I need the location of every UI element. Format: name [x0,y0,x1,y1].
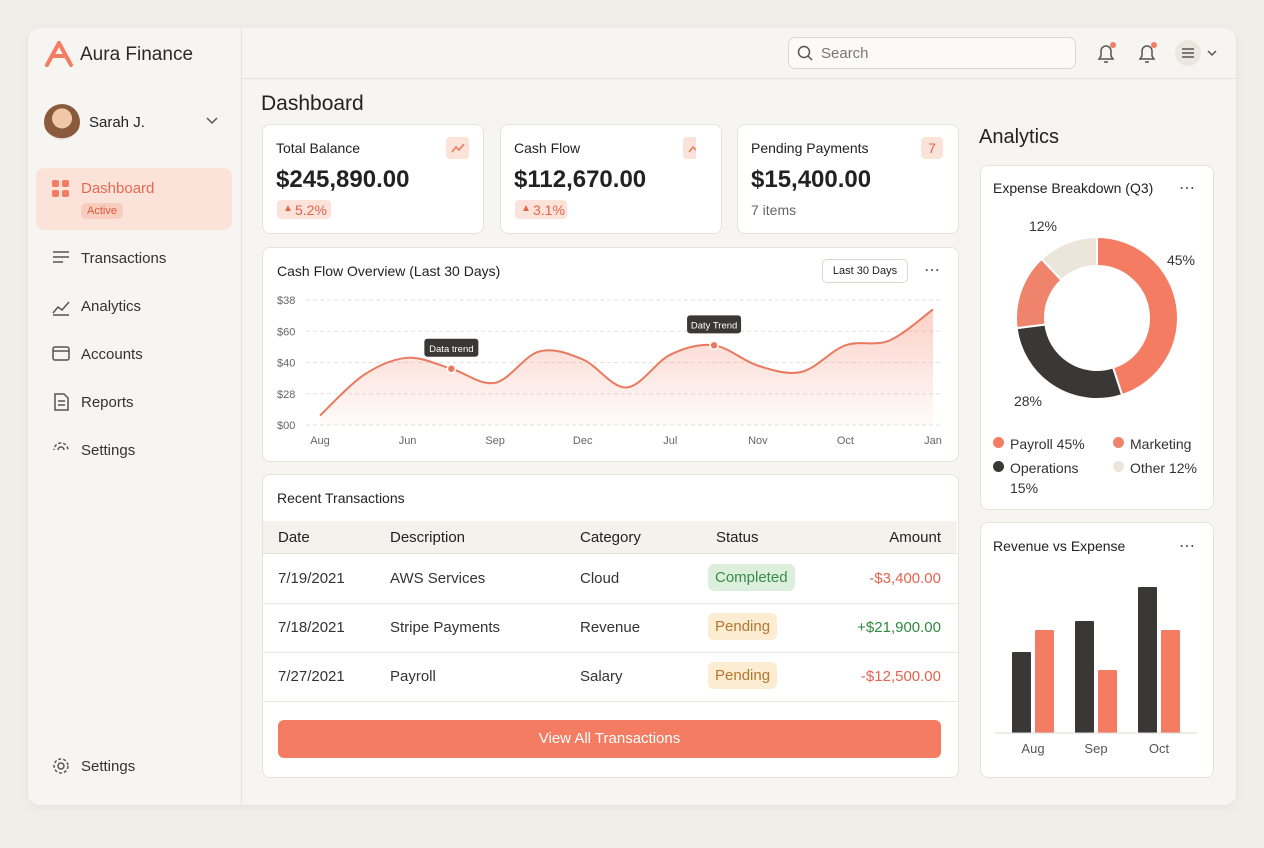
nav-item[interactable]: Transactions [81,250,167,267]
logo [45,41,73,67]
card-value: $245,890.00 [276,166,410,193]
card-title: Pending Payments [751,140,869,156]
cell-date: 7/19/2021 [278,570,345,587]
legend-label: Other 12% [1130,460,1197,476]
up-arrow: ▲ [283,203,293,214]
table-title: Recent Transactions [277,490,405,506]
chevron[interactable] [206,117,218,125]
card-badge: 7 [921,137,943,159]
nav-icons [52,251,70,450]
nav-icon [52,180,69,197]
settings-icon [53,758,69,774]
view-all-button[interactable]: View All Transactions [278,720,941,758]
topbar-border [241,78,1236,79]
cell-description: Stripe Payments [390,619,501,636]
cell-date: 7/27/2021 [278,668,345,685]
card-change: 5.2% [295,202,327,218]
cell-amount: -$12,500.00 [860,668,941,685]
nav-item[interactable]: Settings [81,442,136,459]
chart-title: Revenue vs Expense [993,538,1126,554]
column-header: Date [278,529,310,546]
legend-dot [993,461,1004,472]
cell-status: Completed [708,564,795,591]
nav-item[interactable]: Reports [81,394,134,411]
table-row: 7/18/2021 Stripe Payments Revenue Pending +$… [262,603,958,653]
legend-label: Marketing [1130,436,1192,452]
card-note: 7 items [751,202,797,218]
nav-item[interactable]: Dashboard [81,180,155,197]
legend-dot [1113,437,1124,448]
legend-dot [1113,461,1124,472]
cell-description: Payroll [390,668,436,685]
page-title: Dashboard [261,92,364,115]
table-row: 7/19/2021 AWS Services Cloud Completed -$3,4… [262,554,958,604]
change-pill [277,200,331,219]
range-button[interactable]: Last 30 Days [822,259,908,283]
table-header [263,521,957,554]
card-title: Cash Flow [514,140,581,156]
brand: Aura Finance [80,44,194,65]
cell-category: Revenue [580,619,641,636]
cell-status: Pending [708,662,778,689]
more-menu[interactable]: ⋯ [924,262,940,279]
legend-label: Payroll 45% [1010,436,1085,452]
search-placeholder[interactable]: Search [821,45,869,62]
change-pill [515,200,567,219]
user-name[interactable]: Sarah J. [89,114,145,131]
cell-amount: +$21,900.00 [857,619,941,636]
nav-item[interactable]: Analytics [81,298,142,315]
sidebar [28,28,242,805]
search-icon [797,45,813,61]
card-value: $15,400.00 [751,166,872,193]
up-arrow: ▲ [521,203,531,214]
legend-dot [993,437,1004,448]
cell-status: Pending [708,613,778,640]
search-box[interactable] [788,37,1076,69]
card-change: 3.1% [533,202,565,218]
legend-label: Operations 15% [1010,460,1079,496]
column-header: Status [716,529,759,546]
card-icons [446,137,696,159]
cell-date: 7/18/2021 [278,619,345,636]
cell-amount: -$3,400.00 [869,570,941,587]
revenue-panel [980,522,1214,778]
nav-footer[interactable]: Settings [81,758,136,775]
more-menu[interactable]: ⋯ [1179,538,1195,555]
column-header: Description [390,529,466,546]
table-row: 7/27/2021 Payroll Salary Pending -$12,500.00 [262,652,958,702]
avatar[interactable] [44,104,80,140]
chart-title: Expense Breakdown (Q3) [993,180,1154,196]
nav-item[interactable]: Accounts [81,346,143,363]
nav-badge: Active [81,203,123,219]
chart-title: Cash Flow Overview (Last 30 Days) [277,263,501,279]
cell-category: Cloud [580,570,620,587]
cell-description: AWS Services [390,570,486,587]
card-title: Total Balance [276,140,361,156]
more-menu[interactable]: ⋯ [1179,180,1195,197]
column-header: Amount [889,529,941,546]
analytics-title: Analytics [979,126,1060,148]
cell-category: Salary [580,668,623,685]
nav-active[interactable] [36,168,232,230]
card-value: $112,670.00 [514,166,647,193]
column-header: Category [580,529,641,546]
topbar-icons[interactable] [1094,40,1224,68]
